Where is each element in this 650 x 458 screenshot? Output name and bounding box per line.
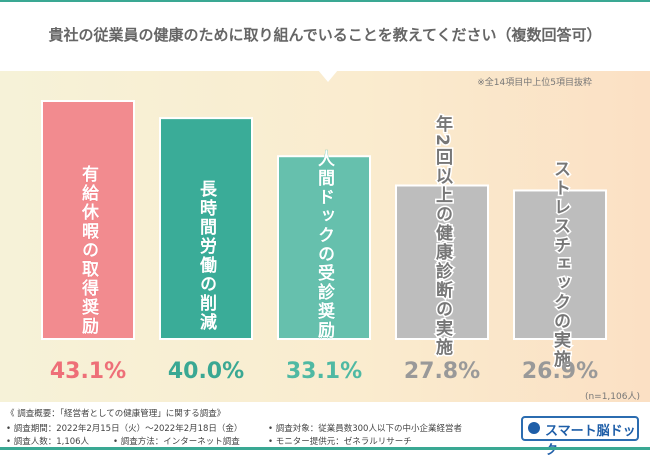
bar	[277, 155, 371, 340]
survey-heading: 《 調査概要：「経営者としての健康管理」に関する調査》	[6, 409, 226, 419]
category-label: ストレスチェックの実施	[550, 160, 571, 369]
value-label: 40.0%	[168, 359, 244, 384]
speech-notch	[318, 70, 338, 82]
bar	[395, 184, 489, 340]
bottom-accent-line	[0, 447, 650, 450]
survey-period: • 調査期間：2022年2月15日（火）～2022年2月18日（金）	[6, 424, 243, 434]
chart-title: 貴社の従業員の健康のために取り組んでいることを教えてください（複数回答可）	[48, 26, 602, 44]
category-label: 有給休暇の取得奨励	[78, 164, 100, 336]
category-label: 年2回以上の健康診断の実施	[432, 114, 453, 357]
survey-method: • 調査方法：インターネット調査	[113, 437, 240, 447]
chart-note: ※全14項目中上位5項目抜粋	[477, 78, 592, 88]
value-label: 26.9%	[522, 359, 598, 384]
survey-provider: • モニター提供元：ゼネラルリサーチ	[268, 437, 412, 447]
bar	[41, 100, 135, 340]
category-label: 長時間労働の削減	[196, 180, 218, 332]
brain-icon	[528, 422, 540, 434]
survey-count: • 調査人数：1,106人	[6, 437, 90, 447]
bar	[513, 189, 607, 340]
header: 貴社の従業員の健康のために取り組んでいることを教えてください（複数回答可）	[0, 2, 650, 71]
bar	[159, 117, 253, 340]
survey-target: • 調査対象：従業員数300人以下の中小企業経営者	[268, 424, 462, 434]
value-label: 27.8%	[404, 359, 480, 384]
top-accent-line	[0, 0, 650, 2]
value-label: 43.1%	[50, 359, 126, 384]
category-label: 人間ドックの受診奨励	[314, 150, 336, 340]
sample-size-note: (n=1,106人)	[584, 392, 640, 402]
value-label: 33.1%	[286, 359, 362, 384]
